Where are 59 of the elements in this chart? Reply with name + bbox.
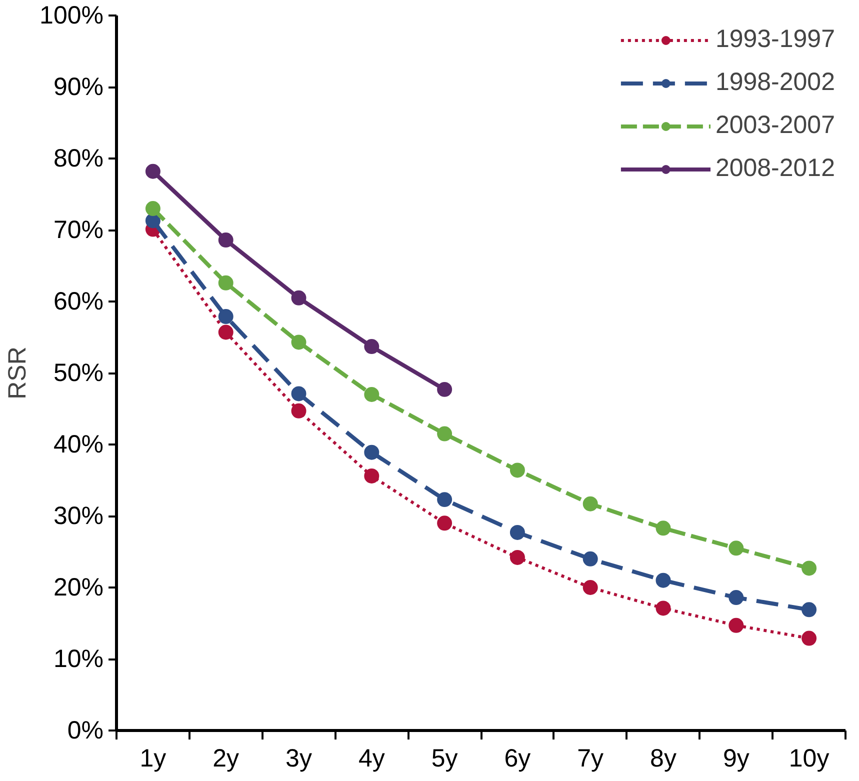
- point: [510, 524, 525, 540]
- point: [510, 462, 525, 478]
- point: [145, 164, 160, 179]
- y-tick-label: 90%: [53, 73, 104, 101]
- legend-label: 2003-2007: [715, 111, 835, 140]
- point: [218, 232, 234, 248]
- point: [510, 550, 525, 565]
- y-axis-title: RSR: [4, 346, 32, 400]
- x-tick-label: 7y: [577, 744, 604, 772]
- x-tick-label: 10y: [788, 744, 830, 772]
- point: [145, 201, 160, 216]
- x-tick-label: 8y: [650, 744, 677, 772]
- y-tick-label: 40%: [53, 430, 104, 458]
- y-tick-label: 80%: [53, 144, 104, 172]
- point: [656, 600, 671, 616]
- x-tick-label: 3y: [286, 744, 312, 772]
- x-tick-label: 6y: [504, 744, 532, 772]
- point: [802, 560, 817, 576]
- legend-label: 1993-1997: [715, 25, 835, 54]
- point: [802, 630, 817, 646]
- point: [656, 520, 671, 536]
- point: [291, 290, 306, 306]
- point: [364, 386, 380, 402]
- point: [582, 551, 598, 566]
- point: [218, 309, 234, 324]
- y-tick-label: 10%: [53, 645, 104, 673]
- x-tick-label: 2y: [212, 744, 240, 772]
- point: [437, 516, 452, 531]
- point: [291, 403, 306, 418]
- y-tick-label: 30%: [53, 502, 104, 530]
- point: [802, 602, 817, 618]
- x-tick-label: 9y: [722, 744, 750, 772]
- x-tick-label: 5y: [431, 744, 458, 772]
- y-tick-label: 70%: [53, 216, 104, 244]
- legend-label: 2008-2012: [715, 154, 835, 183]
- y-tick-label: 60%: [53, 288, 104, 316]
- point: [582, 496, 598, 512]
- legend-label: 1998-2002: [715, 68, 835, 97]
- point: [728, 618, 744, 633]
- y-tick-label: 20%: [53, 574, 104, 602]
- y-tick-label: 100%: [40, 2, 104, 30]
- y-tick-label: 0%: [67, 716, 104, 744]
- point: [437, 426, 452, 442]
- point: [218, 275, 234, 290]
- point: [218, 324, 234, 340]
- point: [437, 382, 452, 397]
- point: [656, 572, 671, 588]
- x-tick-label: 1y: [140, 744, 167, 772]
- x-tick-label: 4y: [358, 744, 386, 772]
- point: [728, 590, 744, 605]
- point: [582, 580, 598, 595]
- point: [291, 334, 306, 350]
- point: [728, 540, 744, 556]
- point: [364, 444, 380, 460]
- point: [291, 386, 306, 402]
- point: [364, 468, 380, 484]
- point: [437, 492, 452, 508]
- y-tick-label: 50%: [53, 359, 104, 387]
- point: [364, 339, 380, 354]
